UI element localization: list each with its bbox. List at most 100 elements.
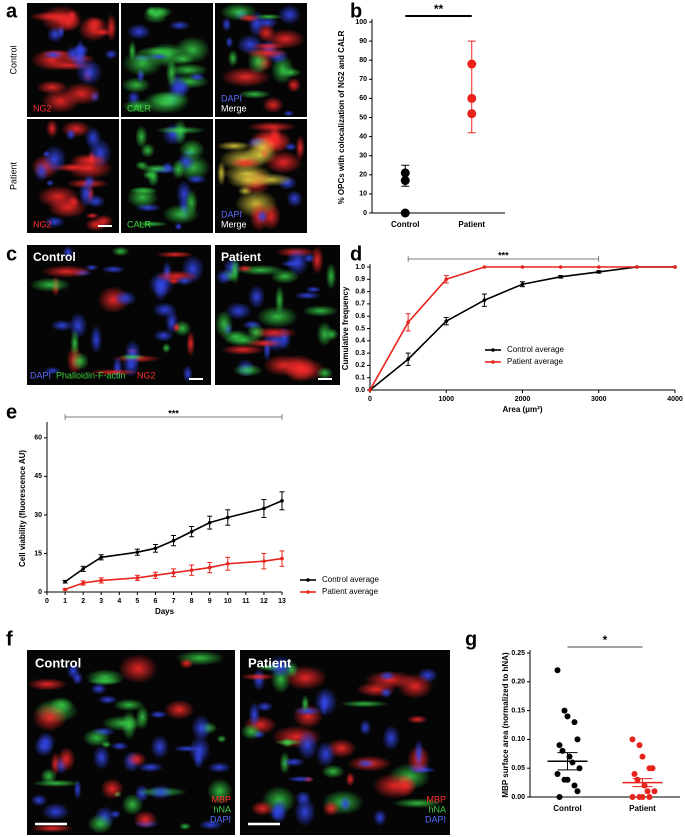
cell [86, 677, 122, 686]
y-tick-label: 45 [34, 473, 42, 480]
y-tick-label: 0.7 [355, 301, 365, 308]
data-point [171, 570, 176, 575]
cell [109, 809, 122, 819]
cell [101, 715, 145, 732]
data-point [482, 265, 487, 269]
cell [57, 746, 76, 772]
cell [167, 63, 209, 77]
cell [135, 125, 148, 148]
cell [42, 50, 64, 60]
cell [41, 265, 93, 278]
data-point [99, 555, 104, 560]
cell [294, 291, 321, 300]
cell [256, 23, 276, 43]
cell [29, 277, 71, 292]
cell [44, 366, 61, 375]
cell [262, 96, 284, 114]
panel-letter: c [6, 243, 17, 265]
cell [174, 36, 211, 64]
cell [232, 364, 263, 377]
cell [97, 695, 118, 705]
x-tick-label: 2 [81, 598, 85, 605]
data-point [556, 742, 563, 749]
data-point [406, 357, 410, 362]
cell [90, 683, 107, 695]
micrographs [27, 3, 450, 835]
y-tick-label: 0.1 [355, 375, 365, 382]
cell [45, 179, 55, 187]
y-tick-label: 90 [359, 38, 367, 45]
data-point [558, 275, 563, 279]
data-point [673, 265, 677, 269]
cell [240, 673, 277, 681]
cell [101, 265, 126, 274]
panel-letter: d [350, 243, 362, 265]
cell [198, 819, 224, 830]
cell [118, 353, 146, 361]
cell [236, 264, 253, 273]
cell [295, 134, 305, 161]
stain-label: DAPI [210, 814, 231, 824]
cell [111, 246, 130, 257]
cell [161, 343, 171, 354]
cell [87, 369, 140, 376]
data-point [646, 794, 653, 800]
cell [66, 9, 78, 23]
cell [379, 687, 393, 699]
y-tick-label: 0.4 [355, 338, 365, 345]
cell [178, 822, 192, 831]
cell [92, 745, 111, 770]
error-bar [401, 164, 410, 187]
y-tick-label: 0.3 [355, 350, 365, 357]
cell [82, 728, 111, 747]
cell [50, 319, 74, 332]
cell [303, 253, 316, 264]
cell [325, 262, 337, 290]
cell [153, 329, 174, 342]
cell [250, 800, 275, 817]
data-point [564, 713, 571, 720]
cell [282, 110, 295, 117]
cell [104, 49, 118, 60]
x-axis-label: Days [155, 607, 175, 616]
cell [359, 719, 372, 736]
cell [122, 50, 163, 77]
stain-label: hNA [213, 804, 231, 814]
cell [155, 126, 206, 135]
cell [274, 285, 285, 316]
x-tick-label: 8 [190, 598, 194, 605]
cell [227, 49, 239, 67]
cell [31, 779, 81, 788]
data-point [639, 794, 646, 800]
stain-label: DAPI [425, 814, 446, 824]
data-point [99, 578, 104, 583]
cell [373, 809, 387, 827]
cell [85, 194, 106, 208]
cell [221, 17, 232, 32]
cell [85, 16, 104, 30]
cell [41, 802, 70, 821]
cell [172, 322, 181, 333]
data-point [171, 538, 176, 543]
cell [85, 217, 107, 232]
cell [135, 160, 149, 170]
x-tick-label: 3000 [591, 396, 607, 403]
y-tick-label: 80 [359, 57, 367, 64]
cell [278, 4, 302, 25]
y-axis-label: Cumulative frequency [341, 286, 350, 370]
data-point [262, 506, 266, 511]
legend-marker [306, 590, 310, 594]
data-point [571, 782, 578, 789]
data-point [280, 498, 284, 503]
row-label: Control [8, 45, 18, 74]
cell [163, 699, 195, 720]
cell [217, 160, 226, 186]
channel-label: CALR [127, 219, 152, 229]
channel-label: CALR [127, 103, 152, 113]
stain-label: MBP [426, 794, 446, 804]
data-point [153, 546, 158, 551]
cell [281, 737, 294, 748]
data-point [571, 719, 578, 726]
cell [162, 161, 174, 173]
cell [100, 778, 124, 800]
